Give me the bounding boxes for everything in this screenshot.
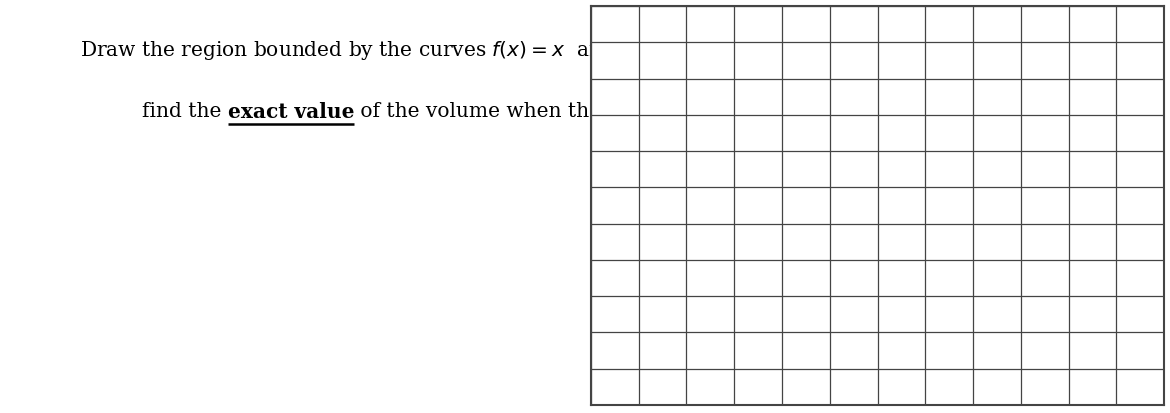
Text: x- axis.: x- axis. [903,102,982,121]
Text: Draw the region bounded by the curves $f(x) = x$  and $g(x) = x^2$. Then use the: Draw the region bounded by the curves $f… [80,37,1044,62]
Text: exact value: exact value [228,102,355,121]
Text: of the volume when the region is rotated around the: of the volume when the region is rotated… [355,102,903,121]
Text: find the: find the [142,102,228,121]
